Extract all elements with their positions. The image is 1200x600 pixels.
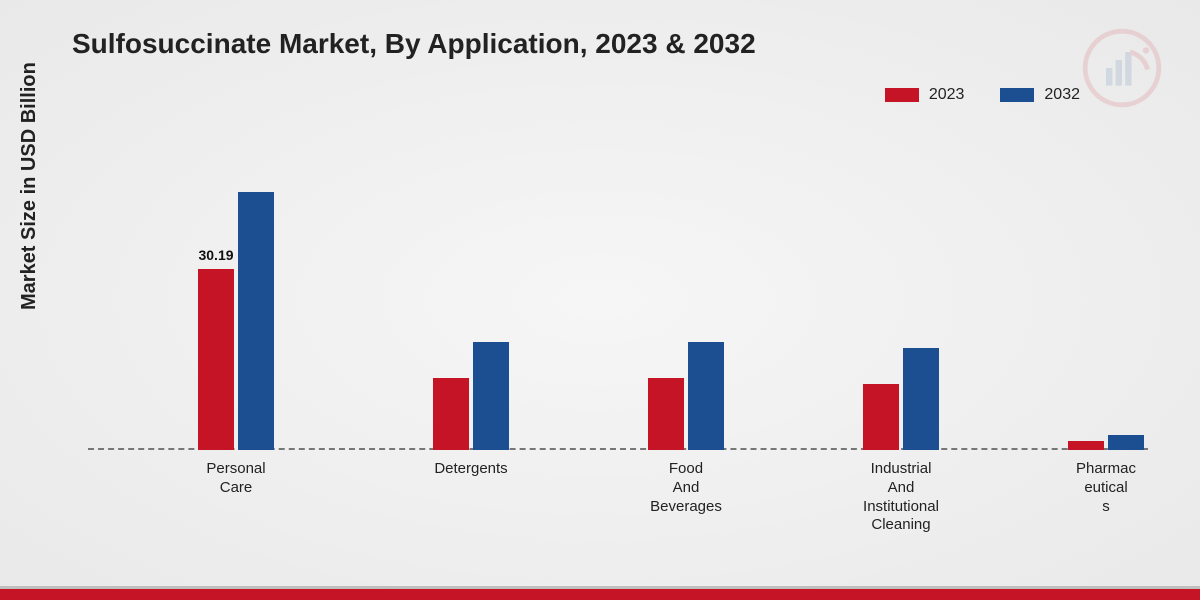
bar-2032 [238, 192, 274, 450]
bar-2023 [433, 378, 469, 450]
category-label: Pharmaceuticals [1046, 460, 1166, 516]
legend-item-2032: 2032 [1000, 86, 1080, 104]
category-label: IndustrialAndInstitutionalCleaning [841, 460, 961, 535]
bar-group [648, 342, 724, 450]
plot-area: 30.19PersonalCareDetergentsFoodAndBevera… [88, 150, 1148, 450]
bar-2032 [473, 342, 509, 450]
bar-group: 30.19 [198, 192, 274, 450]
category-label: PersonalCare [176, 460, 296, 498]
bar-2023: 30.19 [198, 269, 234, 450]
y-axis-label: Market Size in USD Billion [18, 62, 41, 310]
bar-group [863, 348, 939, 450]
legend-label-2032: 2032 [1044, 86, 1080, 104]
bar-2032 [903, 348, 939, 450]
legend-label-2023: 2023 [929, 86, 965, 104]
category-label: FoodAndBeverages [626, 460, 746, 516]
bar-value-label: 30.19 [198, 247, 233, 263]
bar-group [433, 342, 509, 450]
bar-2032 [688, 342, 724, 450]
bar-group [1068, 435, 1144, 450]
chart-title: Sulfosuccinate Market, By Application, 2… [72, 28, 756, 60]
watermark-logo [1082, 28, 1162, 108]
bar-2032 [1108, 435, 1144, 450]
category-label: Detergents [411, 460, 531, 479]
legend-item-2023: 2023 [885, 86, 965, 104]
legend: 2023 2032 [885, 86, 1080, 104]
footer-bar [0, 586, 1200, 600]
bar-2023 [863, 384, 899, 450]
legend-swatch-2032 [1000, 88, 1034, 102]
legend-swatch-2023 [885, 88, 919, 102]
bar-2023 [648, 378, 684, 450]
bar-2023 [1068, 441, 1104, 450]
